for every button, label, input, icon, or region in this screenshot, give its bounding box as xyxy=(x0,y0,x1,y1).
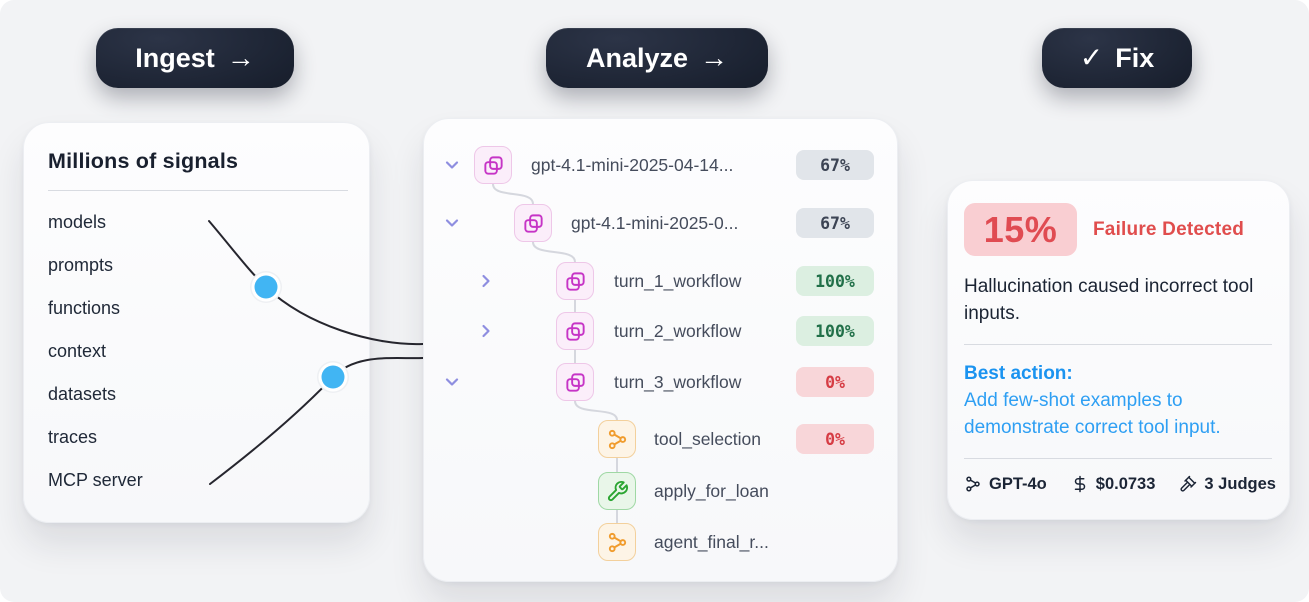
judges-meta: 3 Judges xyxy=(1179,475,1276,494)
judges-count: 3 Judges xyxy=(1204,474,1276,493)
score-badge: 67% xyxy=(796,150,874,180)
chevron-down-icon[interactable] xyxy=(444,157,460,173)
tree-row[interactable]: turn_1_workflow 100% xyxy=(424,262,897,300)
best-action-block: Best action: Add few-shot examples to de… xyxy=(964,361,1264,442)
divider xyxy=(48,190,348,191)
score-badge: 67% xyxy=(796,208,874,238)
gavel-icon xyxy=(1180,476,1197,492)
score-badge: 100% xyxy=(796,316,874,346)
signal-item: datasets xyxy=(48,384,117,404)
signal-item: functions xyxy=(48,298,121,318)
ingest-button[interactable]: Ingest → xyxy=(96,28,294,88)
score-badge: 0% xyxy=(796,367,874,397)
tree-row[interactable]: agent_final_r... xyxy=(424,523,897,561)
cost-meta: $0.0733 xyxy=(1071,474,1156,494)
arrow-right-icon: → xyxy=(700,42,729,73)
signal-item: models xyxy=(48,212,107,232)
tree-row[interactable]: turn_2_workflow 100% xyxy=(424,312,897,350)
wrench-icon xyxy=(598,472,636,510)
fix-button[interactable]: ✓ Fix xyxy=(1042,28,1192,88)
signal-item: prompts xyxy=(48,255,114,275)
tree-row[interactable]: apply_for_loan xyxy=(424,472,897,510)
failure-description: Hallucination caused incorrect tool inpu… xyxy=(964,276,1254,324)
signal-item: traces xyxy=(48,427,98,447)
signal-item: MCP server xyxy=(48,470,143,490)
model-waypoints-icon xyxy=(966,476,980,492)
tree-row[interactable]: gpt-4.1-mini-2025-04-14... 67% xyxy=(424,146,897,184)
tree-node-label[interactable]: gpt-4.1-mini-2025-04-14... xyxy=(531,155,734,175)
score-badge: 100% xyxy=(796,266,874,296)
chevron-down-icon[interactable] xyxy=(444,215,460,231)
workflow-icon xyxy=(556,363,594,401)
tree-node-label[interactable]: agent_final_r... xyxy=(654,532,769,552)
workflow-icon xyxy=(474,146,512,184)
workflow-icon xyxy=(556,262,594,300)
tree-row[interactable]: gpt-4.1-mini-2025-0... 67% xyxy=(424,204,897,242)
model-meta: GPT-4o xyxy=(964,475,1047,494)
failure-percent-badge: 15% xyxy=(964,203,1077,256)
tree-node-label[interactable]: tool_selection xyxy=(654,429,762,449)
divider xyxy=(964,343,1272,345)
cost-value: $0.0733 xyxy=(1095,474,1156,493)
signals-card-title: Millions of signals xyxy=(48,149,239,173)
workflow-icon xyxy=(514,204,552,242)
best-action-text: Add few-shot examples to demonstrate cor… xyxy=(964,389,1221,438)
divider xyxy=(964,457,1272,459)
fix-button-label: Fix xyxy=(1115,42,1155,73)
tree-connector-lines xyxy=(492,183,618,523)
waypoints-icon xyxy=(598,523,636,561)
analyze-button[interactable]: Analyze → xyxy=(546,28,768,88)
dollar-icon xyxy=(1074,476,1085,493)
best-action-label: Best action: xyxy=(964,362,1073,384)
tree-node-label[interactable]: turn_1_workflow xyxy=(614,271,742,291)
ingest-button-label: Ingest xyxy=(135,42,215,73)
check-icon: ✓ xyxy=(1079,42,1104,73)
failure-header: 15% Failure Detected xyxy=(964,203,1273,256)
analyze-button-label: Analyze xyxy=(585,42,689,73)
failure-status-label: Failure Detected xyxy=(1093,218,1245,240)
tree-row[interactable]: tool_selection 0% xyxy=(424,420,897,458)
tree-node-label[interactable]: gpt-4.1-mini-2025-0... xyxy=(571,213,739,233)
chevron-right-icon[interactable] xyxy=(478,323,494,339)
workflow-icon xyxy=(556,312,594,350)
signals-list: models prompts functions context dataset… xyxy=(48,201,345,502)
tree-node-label[interactable]: turn_3_workflow xyxy=(614,372,742,392)
signals-card: Millions of signals models prompts funct… xyxy=(23,122,370,523)
chevron-right-icon[interactable] xyxy=(478,273,494,289)
model-name: GPT-4o xyxy=(989,474,1047,493)
signal-item: context xyxy=(48,341,107,361)
waypoints-icon xyxy=(598,420,636,458)
tree-node-label[interactable]: apply_for_loan xyxy=(654,481,769,501)
trace-tree-card: gpt-4.1-mini-2025-04-14... 67% gpt-4.1-m… xyxy=(423,118,898,582)
tree-node-label[interactable]: turn_2_workflow xyxy=(614,321,742,341)
failure-meta-row: GPT-4o $0.0733 3 Judges xyxy=(964,474,1276,494)
score-badge: 0% xyxy=(796,424,874,454)
chevron-down-icon[interactable] xyxy=(444,374,460,390)
tree-row[interactable]: turn_3_workflow 0% xyxy=(424,363,897,401)
failure-card: 15% Failure Detected Hallucination cause… xyxy=(947,180,1290,520)
arrow-right-icon: → xyxy=(226,42,255,73)
